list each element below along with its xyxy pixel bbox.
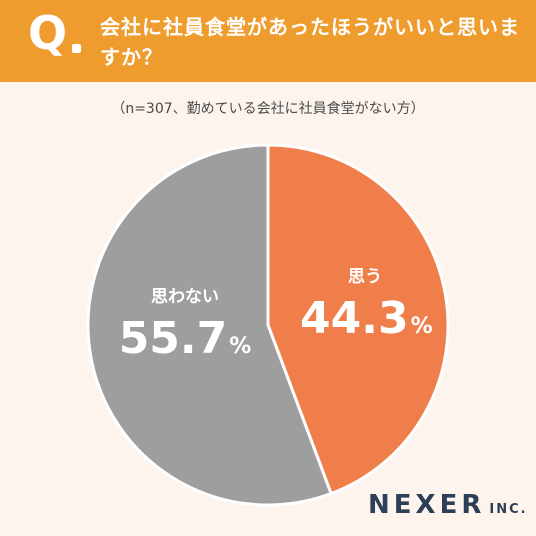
question-mark: Q	[28, 6, 68, 60]
chart-subtitle: （n=307、勤めている会社に社員食堂がない方）	[111, 101, 425, 117]
question-text: 会社に社員食堂があったほうがいいと思いますか？	[100, 15, 520, 69]
logo-main: NEXER	[368, 490, 486, 520]
slice-value-omou: 44.3	[300, 293, 409, 344]
question-mark-dot	[72, 44, 81, 53]
slice-unit-omowanai: %	[229, 334, 252, 359]
slice-label-omou: 思う 44.3%	[300, 262, 433, 344]
pie-slice-omou	[266, 143, 450, 496]
slice-value-omowanai: 55.7	[118, 313, 228, 364]
slice-label-omowanai: 思わない 55.7%	[110, 282, 260, 364]
nexer-logo: NEXER INC.	[368, 490, 528, 520]
slice-category-omou: 思う	[348, 267, 382, 287]
pie-slice-omowanai	[86, 143, 334, 507]
logo-suffix: INC.	[489, 502, 528, 517]
slice-category-omowanai: 思わない	[151, 287, 219, 307]
question-banner: Q 会社に社員食堂があったほうがいいと思いますか？	[0, 0, 536, 82]
slice-unit-omou: %	[410, 314, 433, 339]
